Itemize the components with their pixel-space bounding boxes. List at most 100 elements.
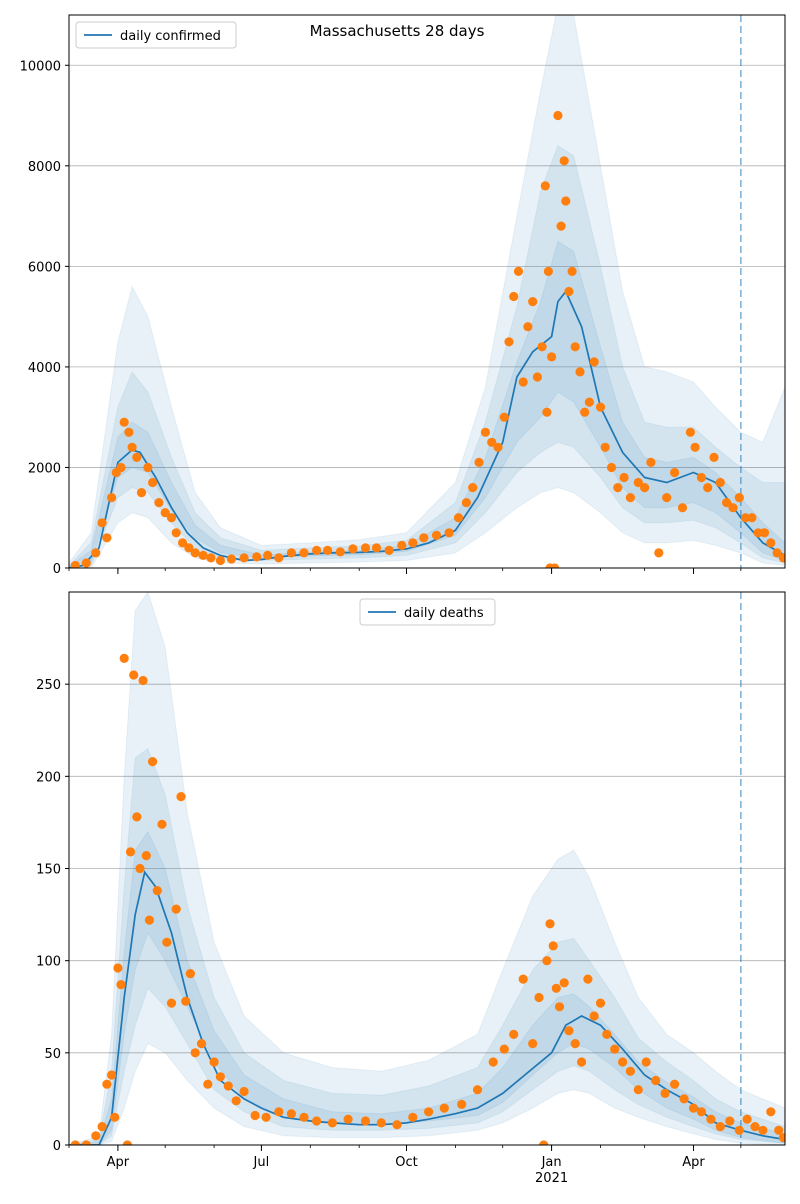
observation-point (688, 1103, 699, 1113)
observation-point (553, 110, 563, 121)
observation-point (550, 563, 560, 568)
y-tick-label: 150 (36, 863, 61, 878)
observation-point (408, 538, 418, 548)
plot-area (69, 592, 785, 1145)
observation-point (487, 437, 497, 447)
observation-point (654, 548, 664, 558)
observation-point (518, 974, 528, 984)
observation-point (725, 1116, 735, 1126)
observation-point (286, 1109, 296, 1119)
legend: daily confirmed (75, 21, 237, 49)
observation-point (468, 483, 478, 493)
observation-point (102, 533, 112, 543)
observation-point (523, 322, 533, 332)
observation-point (618, 1057, 628, 1067)
observation-point (493, 442, 503, 452)
observation-point (215, 555, 225, 566)
observation-point (559, 156, 569, 166)
observation-point (274, 553, 284, 563)
uncertainty-band-0 (69, 592, 785, 1145)
observation-point (129, 670, 139, 680)
observation-point (706, 1114, 716, 1124)
observation-point (670, 467, 680, 478)
observation-point (715, 1122, 725, 1132)
observation-point (299, 548, 309, 558)
observation-point (715, 477, 725, 488)
observation-point (107, 493, 117, 503)
observation-point (91, 548, 101, 558)
observation-point (696, 1107, 707, 1117)
observation-point (81, 558, 91, 568)
y-tick-label: 4000 (28, 361, 61, 376)
observation-point (70, 560, 80, 568)
observation-point (595, 998, 606, 1008)
observation-point (312, 1116, 322, 1126)
observation-point (766, 1107, 776, 1117)
observation-point (554, 1002, 565, 1012)
observation-point (444, 528, 454, 538)
observation-point (567, 266, 577, 276)
observation-point (750, 1122, 760, 1132)
observation-point (184, 543, 194, 553)
observation-point (97, 1122, 107, 1132)
observation-point (556, 221, 566, 231)
confirmed-panel: 0 2000 4000 6000 8000 10000 daily confirmed (20, 14, 786, 577)
legend-box (359, 598, 496, 626)
observation-point (335, 547, 345, 557)
observation-point (758, 1125, 768, 1135)
observation-point (119, 653, 129, 664)
observation-point (166, 513, 177, 523)
observation-point (138, 675, 148, 686)
observation-point (97, 518, 107, 528)
observation-point (274, 1107, 284, 1117)
observation-point (766, 538, 776, 548)
observation-point (532, 372, 543, 382)
legend-box (75, 21, 237, 49)
observation-point (116, 980, 126, 990)
observation-point (547, 352, 557, 362)
observation-point (206, 553, 216, 563)
observation-point (509, 291, 519, 302)
observation-point (384, 545, 394, 556)
observation-point (252, 552, 262, 562)
observation-point (685, 427, 696, 437)
observation-point (696, 472, 707, 483)
observation-point (613, 483, 623, 493)
observation-point (148, 477, 158, 488)
observation-point (226, 554, 236, 564)
observation-point (371, 543, 382, 553)
observation-point (196, 1039, 207, 1049)
observation-point (633, 477, 643, 488)
observation-point (457, 1099, 467, 1109)
observation-point (312, 545, 322, 556)
y-tick-label: 100 (36, 955, 61, 970)
legend: daily deaths (359, 598, 496, 626)
observation-point (474, 457, 484, 467)
observation-point (728, 503, 738, 513)
observation-point (625, 493, 636, 503)
observation-point (646, 457, 656, 467)
observation-point (570, 1039, 580, 1049)
observation-point (513, 266, 524, 276)
uncertainty-band-0 (69, 15, 785, 568)
observation-point (157, 819, 167, 829)
legend-label: daily confirmed (120, 29, 221, 44)
observation-point (144, 915, 154, 925)
observation-point (589, 1011, 599, 1021)
observation-point (518, 377, 528, 387)
uncertainty-band-2 (69, 240, 785, 568)
observation-point (633, 1085, 643, 1095)
observation-point (660, 1088, 670, 1098)
observation-point (504, 337, 514, 347)
observation-point (545, 919, 555, 929)
observation-point (641, 1057, 651, 1067)
observation-point (215, 1072, 225, 1082)
observation-point (327, 1118, 337, 1128)
observation-point (559, 978, 569, 988)
figure-title: Massachusetts 28 days (310, 22, 485, 40)
observation-point (102, 1079, 112, 1089)
uncertainty-band-2 (69, 830, 785, 1145)
observation-point (742, 1114, 752, 1124)
observation-point (110, 1112, 120, 1122)
